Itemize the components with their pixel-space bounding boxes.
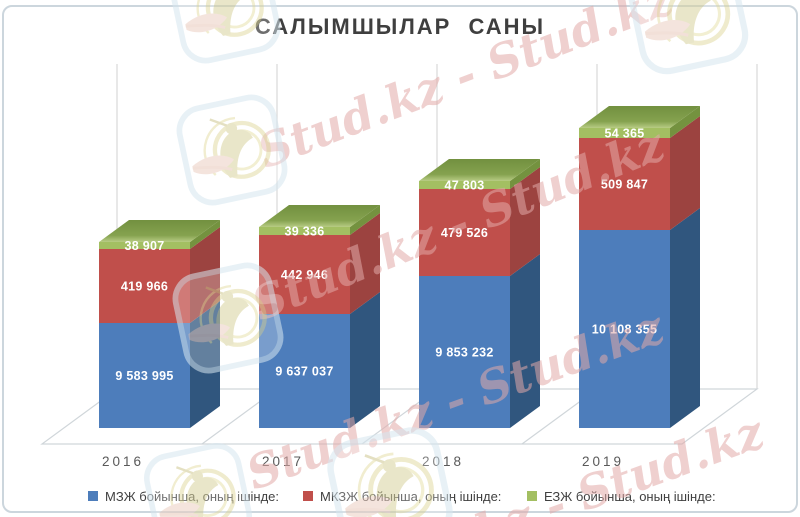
bar-value-label: 38 907 (124, 239, 164, 253)
bar-side-face (190, 220, 220, 249)
x-axis-tick-label: 2016 (102, 454, 144, 469)
legend-label: МЗЖ бойынша, оның ішінде: (105, 488, 279, 504)
bar-side-face (350, 213, 380, 314)
x-axis-tick-label: 2019 (582, 454, 624, 469)
bar-value-label: 9 853 232 (435, 346, 493, 360)
bar-top-face (579, 106, 700, 128)
bar-front-face (579, 128, 670, 138)
bar-side-face (670, 208, 700, 428)
bar-front-face (579, 230, 670, 428)
bar-top-face (419, 159, 540, 181)
bar-side-face (510, 159, 540, 189)
legend-item-2: МКЗЖ бойынша, оның ішінде: (303, 486, 501, 506)
bar-side-face (510, 167, 540, 276)
bar-side-face (190, 301, 220, 428)
bar-front-face (419, 189, 510, 276)
legend-item-1: МЗЖ бойынша, оның ішінде: (88, 486, 279, 506)
x-axis-tick-label: 2018 (422, 454, 464, 469)
bar-value-label: 54 365 (604, 127, 644, 141)
bar-front-face (259, 227, 350, 235)
legend-label: МКЗЖ бойынша, оның ішінде: (320, 488, 502, 504)
bar-value-label: 419 966 (121, 280, 168, 294)
bar-side-face (510, 254, 540, 428)
legend-item-3: ЕЗЖ бойынша, оның ішінде: (527, 486, 716, 506)
chart-title: САЛЫМШЫЛАР САНЫ (254, 14, 546, 39)
bar-2016: 9 583 995 419 966 38 907 (99, 220, 220, 428)
bar-side-face (350, 292, 380, 428)
bar-value-label: 10 108 355 (592, 323, 658, 337)
bar-value-label: 479 526 (441, 226, 488, 240)
bar-front-face (419, 181, 510, 189)
legend-swatch-icon (88, 491, 98, 501)
bar-2017: 9 637 037 442 946 39 336 (259, 205, 380, 428)
bar-top-face (99, 220, 220, 242)
bar-front-face (419, 276, 510, 428)
bar-front-face (99, 242, 190, 249)
bar-value-label: 9 583 995 (115, 369, 173, 383)
bar-value-label: 47 803 (444, 179, 484, 193)
bar-value-label: 509 847 (601, 178, 648, 192)
legend-swatch-icon (527, 491, 537, 501)
legend-swatch-icon (303, 491, 313, 501)
bar-2019: 10 108 355 509 847 54 365 (579, 106, 700, 428)
legend-label: ЕЗЖ бойынша, оның ішінде: (544, 488, 716, 504)
bar-front-face (579, 138, 670, 230)
chart-legend: МЗЖ бойынша, оның ішінде: МКЗЖ бойынша, о… (0, 486, 800, 510)
bar-top-face (259, 205, 380, 227)
bar-value-label: 442 946 (281, 268, 328, 282)
bar-value-label: 39 336 (284, 225, 324, 239)
bar-side-face (670, 106, 700, 138)
bar-value-label: 9 637 037 (275, 365, 333, 379)
bar-side-face (670, 116, 700, 230)
bar-side-face (350, 205, 380, 235)
x-axis-tick-label: 2017 (262, 454, 304, 469)
bar-2018: 9 853 232 479 526 47 803 (419, 159, 540, 428)
